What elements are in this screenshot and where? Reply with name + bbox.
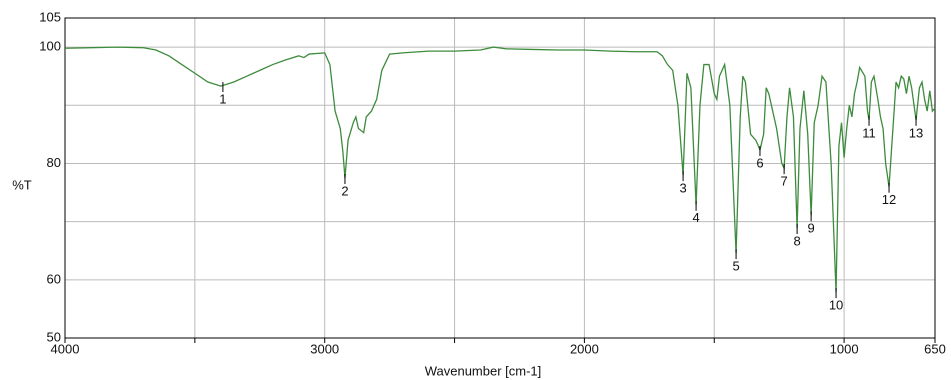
peak-label: 6 <box>756 156 763 171</box>
peak-label: 13 <box>909 125 923 140</box>
y-tick-label: 105 <box>39 9 61 24</box>
peak-label: 7 <box>780 174 787 189</box>
y-tick-label: 60 <box>47 271 61 286</box>
peak-label: 1 <box>219 92 226 107</box>
peak-label: 8 <box>793 233 800 248</box>
x-tick-label: 650 <box>924 341 946 356</box>
peak-label: 3 <box>679 181 686 196</box>
spectrum-line <box>64 46 936 293</box>
x-tick-label: 1000 <box>830 341 859 356</box>
x-axis-label: Wavenumber [cm-1] <box>425 363 542 378</box>
y-axis-label: %T <box>12 177 32 192</box>
peak-label: 12 <box>882 192 896 207</box>
x-tick-label: 3000 <box>310 341 339 356</box>
peak-label: 9 <box>808 221 815 236</box>
x-tick-label: 2000 <box>570 341 599 356</box>
y-tick-label: 50 <box>47 329 61 344</box>
peak-label: 2 <box>341 183 348 198</box>
peak-label: 10 <box>829 297 843 312</box>
y-tick-label: 80 <box>47 155 61 170</box>
x-tick-label: 4000 <box>51 341 80 356</box>
peak-label: 4 <box>692 210 699 225</box>
peak-label: 11 <box>862 125 876 140</box>
peak-label: 5 <box>732 258 739 273</box>
y-tick-label: 100 <box>39 39 61 54</box>
plot-frame <box>64 17 936 339</box>
